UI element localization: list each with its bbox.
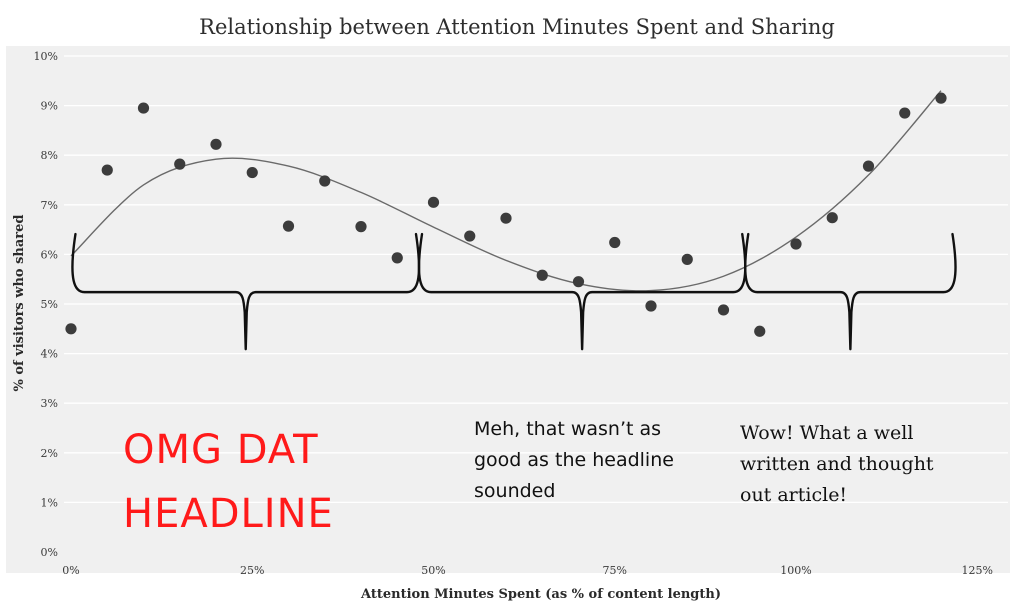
x-tick-label: 0% <box>62 564 79 577</box>
x-axis-label: Attention Minutes Spent (as % of content… <box>360 587 721 602</box>
y-tick-label: 1% <box>41 496 58 509</box>
data-point <box>862 160 875 172</box>
data-point <box>536 269 548 281</box>
data-point <box>790 238 802 250</box>
data-point <box>391 252 403 264</box>
annotation-omg-headline: OMG DAT HEADLINE <box>123 427 334 537</box>
data-point <box>572 276 585 288</box>
y-axis-label: % of visitors who shared <box>12 214 27 391</box>
data-point <box>464 230 476 242</box>
data-point <box>355 221 367 233</box>
y-tick-label: 10% <box>34 50 58 63</box>
y-tick-label: 9% <box>41 100 58 113</box>
data-point <box>427 196 440 208</box>
x-tick-label: 75% <box>603 564 627 577</box>
y-tick-label: 0% <box>41 546 58 559</box>
x-tick-label: 100% <box>780 564 811 577</box>
data-point <box>826 212 838 224</box>
data-point <box>899 107 911 119</box>
y-tick-label: 8% <box>41 149 58 162</box>
data-point <box>500 212 512 224</box>
curly-brackets <box>71 232 957 351</box>
y-tick-label: 7% <box>41 199 58 212</box>
chart-title: Relationship between Attention Minutes S… <box>199 15 835 39</box>
x-tick-label: 125% <box>962 564 993 577</box>
data-point <box>935 92 947 104</box>
data-point <box>754 325 766 337</box>
data-point <box>174 158 186 170</box>
x-tick-label: 25% <box>240 564 264 577</box>
data-point <box>681 253 693 265</box>
data-point <box>282 220 295 232</box>
data-point <box>246 166 258 179</box>
data-point <box>645 300 657 312</box>
y-tick-label: 6% <box>41 248 58 261</box>
data-point <box>319 175 331 187</box>
x-tick-label: 50% <box>421 564 445 577</box>
y-tick-label: 3% <box>41 397 58 410</box>
data-point <box>137 102 150 114</box>
annotation-wow: Wow! What a well written and thought out… <box>740 422 934 506</box>
data-point <box>65 323 77 335</box>
gridlines <box>64 55 1008 504</box>
data-points <box>65 92 947 337</box>
trend-line <box>70 90 942 292</box>
curly-bracket <box>744 232 957 351</box>
y-tick-label: 4% <box>41 348 58 361</box>
annotation-meh: Meh, that wasn’t as good as the headline… <box>474 418 674 502</box>
data-point <box>717 304 730 316</box>
y-tick-label: 5% <box>41 298 58 311</box>
y-axis-ticks: 0% 1% 2% 3% 4% 5% 6% 7% 8% 9% 10% <box>34 50 58 559</box>
data-point <box>210 138 222 150</box>
data-point <box>101 164 113 176</box>
y-tick-label: 2% <box>41 447 58 460</box>
plot-area <box>6 46 1010 573</box>
data-point <box>609 236 621 249</box>
x-axis-ticks: 0% 25% 50% 75% 100% 125% <box>62 564 993 577</box>
